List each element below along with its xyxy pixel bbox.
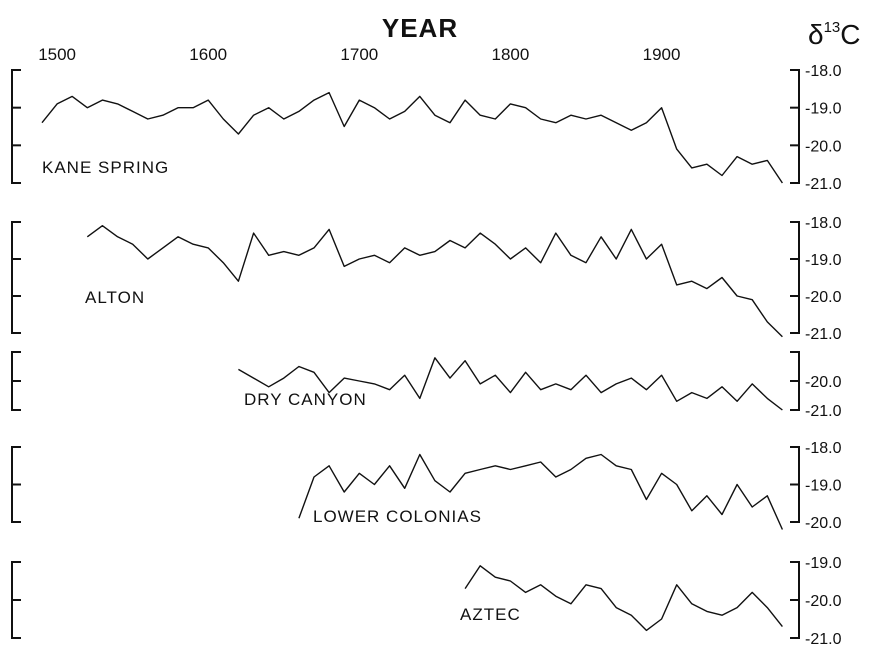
y-tick-label: -19.0 bbox=[805, 252, 842, 269]
panel-label: KANE SPRING bbox=[42, 158, 169, 177]
y-tick-label: -20.0 bbox=[805, 289, 842, 306]
panel-alton: -18.0 -19.0 -20.0 -21.0 ALTON bbox=[11, 215, 842, 343]
series-line bbox=[238, 357, 783, 411]
right-axis-bracket bbox=[790, 69, 800, 184]
series-line bbox=[464, 565, 783, 632]
panel-lower-colonias: -18.0 -19.0 -20.0 LOWER COLONIAS bbox=[11, 440, 842, 532]
panel-aztec: -19.0 -20.0 -21.0 AZTEC bbox=[11, 555, 842, 645]
x-tick-label: 1900 bbox=[643, 45, 681, 64]
x-tick-label: 1500 bbox=[38, 45, 76, 64]
panel-label: ALTON bbox=[85, 288, 145, 307]
y-tick-label: -18.0 bbox=[805, 440, 842, 457]
y-tick-label: -19.0 bbox=[805, 101, 842, 118]
y-axis-unit-label: δ13C bbox=[808, 19, 861, 50]
y-tick-label: -21.0 bbox=[805, 403, 842, 420]
y-tick-label: -20.0 bbox=[805, 593, 842, 610]
y-tick-label: -18.0 bbox=[805, 63, 842, 80]
panels: -18.0 -19.0 -20.0 -21.0 KANE SPRING -18.0 -19.… bbox=[11, 63, 842, 645]
panel-label: LOWER COLONIAS bbox=[313, 507, 482, 526]
panel-label: AZTEC bbox=[460, 605, 521, 624]
right-axis-bracket bbox=[790, 221, 800, 334]
y-tick-label: -19.0 bbox=[805, 555, 842, 572]
y-tick-label: -21.0 bbox=[805, 326, 842, 343]
x-tick-label: 1800 bbox=[492, 45, 530, 64]
x-axis-ticks: 1500 1600 1700 1800 1900 bbox=[38, 45, 680, 64]
series-line bbox=[86, 224, 783, 338]
x-tick-label: 1700 bbox=[340, 45, 378, 64]
series-line bbox=[41, 91, 783, 184]
panel-label: DRY CANYON bbox=[244, 390, 367, 409]
x-tick-label: 1600 bbox=[189, 45, 227, 64]
panel-kane-spring: -18.0 -19.0 -20.0 -21.0 KANE SPRING bbox=[11, 63, 842, 193]
chart-title: YEAR bbox=[382, 13, 458, 43]
y-tick-label: -19.0 bbox=[805, 478, 842, 495]
panel-dry-canyon: -20.0 -21.0 DRY CANYON bbox=[11, 351, 842, 420]
series-line bbox=[298, 453, 784, 530]
left-axis-bracket bbox=[11, 221, 21, 334]
y-tick-label: -20.0 bbox=[805, 138, 842, 155]
y-tick-label: -21.0 bbox=[805, 176, 842, 193]
y-tick-label: -21.0 bbox=[805, 631, 842, 645]
y-tick-label: -18.0 bbox=[805, 215, 842, 232]
y-tick-label: -20.0 bbox=[805, 515, 842, 532]
y-tick-label: -20.0 bbox=[805, 374, 842, 391]
left-axis-bracket bbox=[11, 69, 21, 184]
